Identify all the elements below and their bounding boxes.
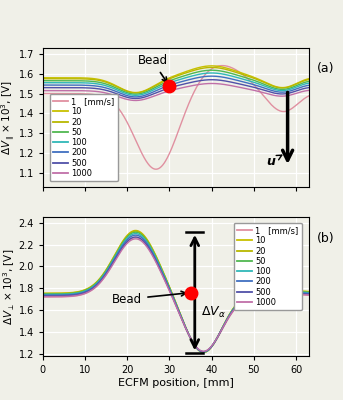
Y-axis label: $\Delta V_{\perp} \times 10^3$, [V]: $\Delta V_{\perp} \times 10^3$, [V] <box>1 248 17 325</box>
Text: (a): (a) <box>317 62 334 75</box>
X-axis label: ECFM position, [mm]: ECFM position, [mm] <box>118 378 234 388</box>
Text: $\Delta V_{\alpha}$: $\Delta V_{\alpha}$ <box>201 305 226 320</box>
Text: (b): (b) <box>317 232 334 244</box>
Text: Bead: Bead <box>138 54 168 82</box>
Legend: 1   [mm/s], 10, 20, 50, 100, 200, 500, 1000: 1 [mm/s], 10, 20, 50, 100, 200, 500, 100… <box>50 94 118 181</box>
Y-axis label: $\Delta V_{\parallel} \times 10^3$, [V]: $\Delta V_{\parallel} \times 10^3$, [V] <box>0 80 17 155</box>
Text: u: u <box>266 155 282 168</box>
Text: Bead: Bead <box>112 291 186 306</box>
Legend: 1   [mm/s], 10, 20, 50, 100, 200, 500, 1000: 1 [mm/s], 10, 20, 50, 100, 200, 500, 100… <box>234 223 302 310</box>
